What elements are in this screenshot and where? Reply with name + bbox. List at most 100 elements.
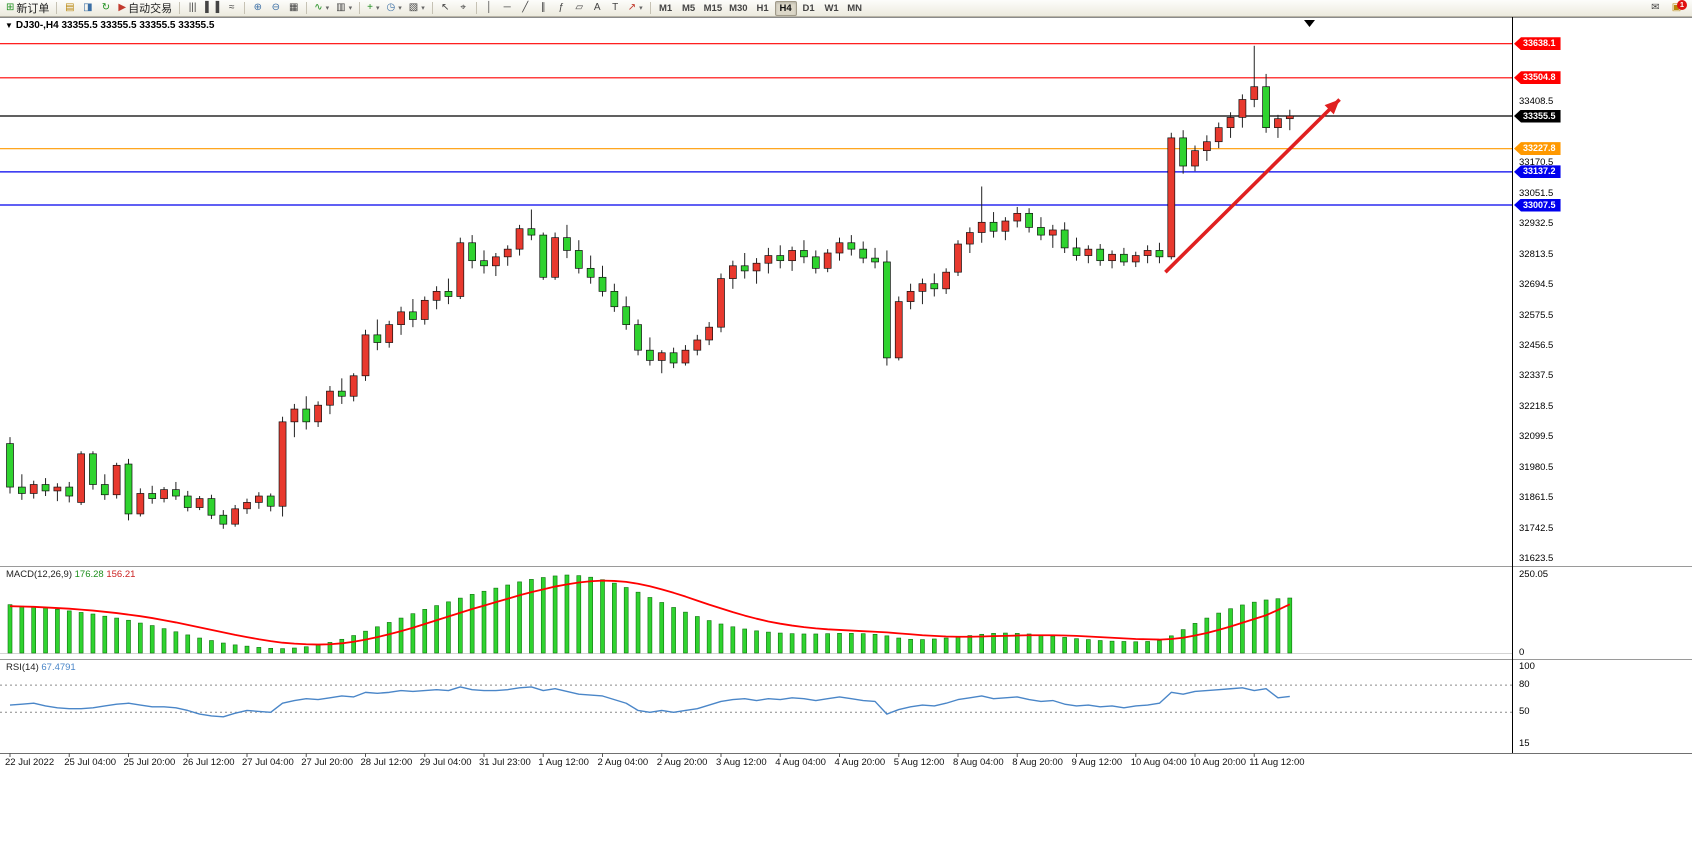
- candle-body: [1048, 229, 1057, 236]
- macd-bar: [754, 630, 759, 654]
- macd-bar: [126, 619, 131, 654]
- mail-button[interactable]: ✉: [1647, 1, 1664, 16]
- new-order-button[interactable]: ⊞ 新订单: [3, 1, 52, 16]
- periods-button[interactable]: ◷ ▾: [384, 1, 405, 16]
- refresh-button[interactable]: ↻: [97, 1, 114, 16]
- curs​or-button[interactable]: ↖: [437, 1, 454, 16]
- macd-bar: [7, 604, 13, 654]
- tile-windows-button[interactable]: ▦: [285, 1, 302, 16]
- macd-bar: [884, 635, 890, 654]
- text-button[interactable]: A: [589, 1, 606, 16]
- candle-body: [183, 495, 192, 508]
- add-indicator-icon: +: [367, 2, 373, 13]
- macd-bar: [209, 640, 214, 654]
- macd-bar: [920, 639, 925, 654]
- channel-button[interactable]: ∥: [535, 1, 552, 16]
- candlestick-chart-button[interactable]: ▌▐: [202, 1, 222, 16]
- candle-body: [646, 349, 654, 361]
- vertical-line-button[interactable]: │: [481, 1, 498, 16]
- macd-bar: [434, 605, 439, 654]
- notifications-button[interactable]: ▣ 1: [1668, 0, 1687, 16]
- notification-badge: 1: [1677, 0, 1687, 10]
- macd-bar: [955, 636, 961, 654]
- toolbar-separator: [306, 2, 308, 14]
- autotrading-button[interactable]: ▶ 自动交易: [115, 1, 175, 16]
- toolbar-separator: [56, 2, 58, 14]
- macd-bar: [813, 633, 819, 654]
- timeframe-M5[interactable]: M5: [678, 1, 700, 16]
- candle-body: [539, 234, 548, 278]
- timeframe-M30[interactable]: M30: [726, 1, 750, 16]
- timeframe-H1[interactable]: H1: [752, 1, 774, 16]
- timeframe-D1[interactable]: D1: [798, 1, 820, 16]
- candle-body: [930, 283, 939, 290]
- horizontal-line-button[interactable]: ─: [499, 1, 516, 16]
- candle-body: [385, 324, 394, 343]
- candle-body: [503, 248, 512, 258]
- macd-bar: [1003, 632, 1008, 654]
- timeframe-H4[interactable]: H4: [774, 0, 797, 16]
- candle-body: [1155, 250, 1164, 258]
- shapes-button[interactable]: ▱: [571, 1, 588, 16]
- macd-signal-line: [9, 579, 1291, 646]
- candle-body: [172, 489, 180, 497]
- candle-body: [278, 421, 287, 507]
- arrows-button[interactable]: ↗ ▾: [625, 1, 646, 16]
- candle-body: [1120, 253, 1128, 263]
- macd-bar: [280, 648, 285, 654]
- fibonacci-button[interactable]: ƒ: [553, 1, 570, 16]
- macd-bar: [635, 591, 641, 654]
- toolbar: ⊞ 新订单 ▤ ◨ ↻ ▶ 自动交易 ||| ▌▐ ≈ ⊕ ⊖ ▦ ∿ ▾ ▥ …: [0, 0, 1692, 17]
- chart-profiles-button[interactable]: ▧ ▾: [406, 1, 428, 16]
- candle-body: [255, 495, 263, 503]
- add-indicator-button[interactable]: + ▾: [364, 1, 382, 16]
- macd-bar: [1192, 623, 1198, 654]
- indicators-button[interactable]: ∿ ▾: [311, 1, 332, 16]
- candle-body: [207, 498, 216, 516]
- bar-chart-button[interactable]: |||: [184, 1, 201, 16]
- line-chart-button[interactable]: ≈: [223, 1, 240, 16]
- candle-body: [219, 514, 228, 525]
- macd-bar: [540, 577, 546, 654]
- new-order-label: 新订单: [16, 3, 50, 15]
- candle-body: [160, 489, 168, 499]
- candle-body: [788, 250, 796, 262]
- macd-bar: [1074, 638, 1079, 654]
- zoom-out-button[interactable]: ⊖: [267, 1, 284, 16]
- candle-body: [1250, 86, 1259, 100]
- macd-bar: [90, 613, 96, 654]
- macd-bar: [303, 646, 309, 654]
- macd-bar: [232, 644, 238, 654]
- chart-shift-marker-icon[interactable]: [1304, 20, 1315, 27]
- zoom-in-button[interactable]: ⊕: [249, 1, 266, 16]
- zoom-out-icon: ⊖: [271, 2, 280, 13]
- templates-button[interactable]: ▥ ▾: [333, 1, 355, 16]
- macd-bar: [351, 635, 356, 654]
- candle-body: [432, 291, 441, 301]
- trend-arrow-line[interactable]: [1164, 98, 1341, 274]
- macd-bar: [979, 633, 985, 654]
- candle-body: [1226, 117, 1235, 128]
- shapes-icon: ▱: [575, 2, 584, 13]
- macd-bar: [896, 637, 902, 654]
- candle-body: [752, 262, 761, 272]
- timeframe-W1[interactable]: W1: [821, 1, 843, 16]
- market-watch-button[interactable]: ▤: [61, 1, 78, 16]
- trendline-button[interactable]: ╱: [517, 1, 534, 16]
- timeframe-M1[interactable]: M1: [655, 1, 677, 16]
- candle-body: [764, 255, 773, 264]
- crosshair-button[interactable]: ⌖: [455, 1, 472, 16]
- rsi-line: [9, 686, 1290, 718]
- candle-body: [1131, 255, 1140, 263]
- candle-body: [266, 495, 275, 507]
- toolbar-separator: [179, 2, 181, 14]
- candle-body: [1001, 220, 1010, 232]
- candles-layer[interactable]: [6, 45, 1294, 529]
- macd-bar: [161, 628, 167, 654]
- navigator-button[interactable]: ◨: [79, 1, 96, 16]
- macd-bar: [1062, 637, 1067, 654]
- macd-bar: [612, 582, 617, 654]
- text-label-button[interactable]: T: [607, 1, 624, 16]
- timeframe-MN[interactable]: MN: [844, 1, 866, 16]
- timeframe-M15[interactable]: M15: [701, 1, 725, 16]
